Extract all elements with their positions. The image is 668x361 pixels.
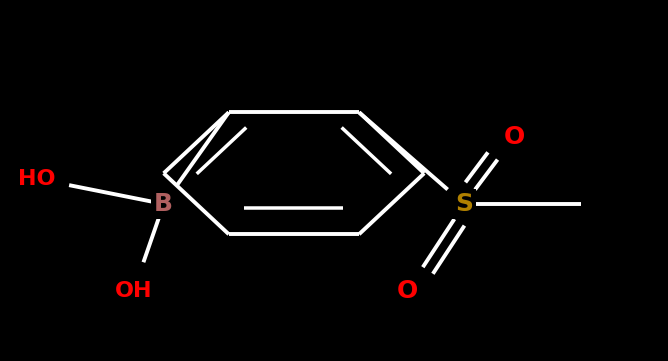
- Text: O: O: [504, 125, 525, 149]
- Text: S: S: [456, 192, 473, 216]
- Text: O: O: [397, 279, 418, 303]
- Text: OH: OH: [115, 280, 152, 301]
- Text: B: B: [154, 192, 173, 216]
- Text: HO: HO: [18, 169, 55, 189]
